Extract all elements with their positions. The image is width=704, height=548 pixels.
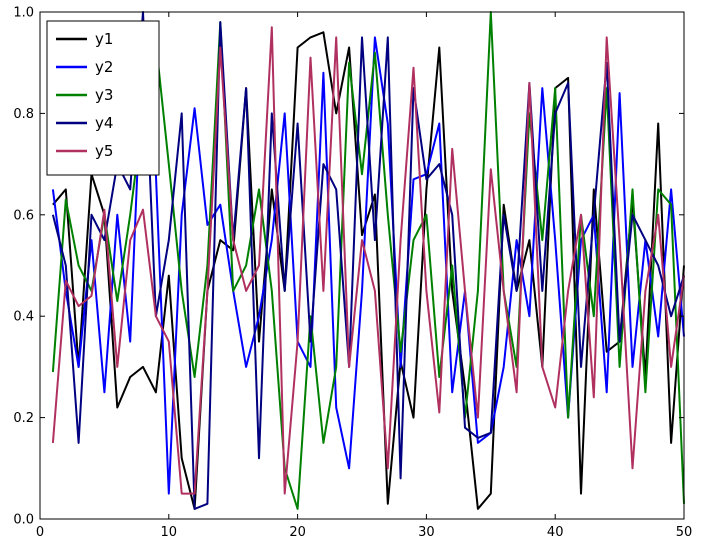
y-tick-label: 0.2 xyxy=(13,411,34,426)
y-tick-label: 0.0 xyxy=(13,513,34,528)
y-tick-label: 0.4 xyxy=(13,310,34,325)
x-tick-label: 50 xyxy=(676,525,693,540)
legend-label-y2: y2 xyxy=(95,58,113,76)
axes-frame xyxy=(39,11,685,520)
x-tick-label: 40 xyxy=(547,525,564,540)
legend-label-y5: y5 xyxy=(95,142,113,160)
y-tick-label: 1.0 xyxy=(13,6,34,21)
legend-label-y3: y3 xyxy=(95,86,113,104)
y-tick-label: 0.6 xyxy=(13,208,34,223)
series-line-y4 xyxy=(51,11,685,510)
x-tick-label: 10 xyxy=(161,525,178,540)
x-tick-label: 30 xyxy=(418,525,435,540)
series-line-y5 xyxy=(51,26,685,495)
x-tick-label: 0 xyxy=(36,525,44,540)
x-tick-label: 20 xyxy=(289,525,306,540)
y-tick-label: 0.8 xyxy=(13,107,34,122)
legend-label-y1: y1 xyxy=(95,30,113,48)
series-line-y1 xyxy=(52,31,685,510)
legend-label-y4: y4 xyxy=(95,114,113,132)
legend-box xyxy=(46,20,160,176)
series-line-y2 xyxy=(51,36,685,495)
